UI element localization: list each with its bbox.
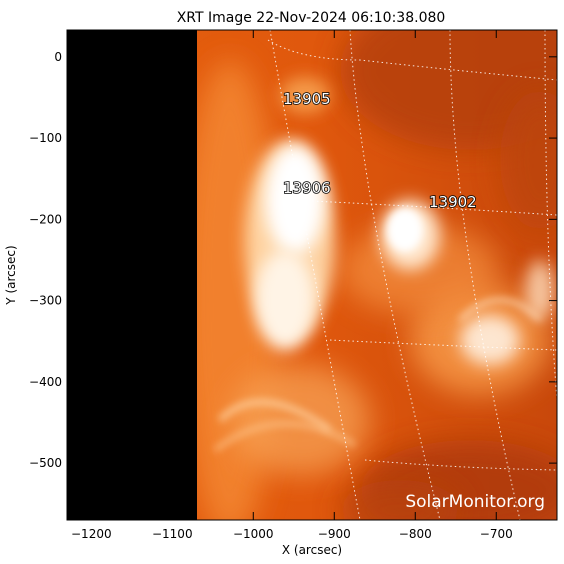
y-tick-label: −300 [29,294,62,308]
solar-image: 13905 13906 13902 SolarMonitor.org [67,30,557,520]
active-region-label: 13905 [283,90,331,108]
x-tick-label: −700 [480,527,513,541]
y-axis: 0 −100 −200 −300 −400 −500 [29,50,557,470]
y-tick-label: −400 [29,375,62,389]
x-tick-label: −1000 [233,527,274,541]
x-tick-label: −900 [318,527,351,541]
x-axis-label: X (arcsec) [282,543,342,557]
off-disk-region [67,30,197,520]
watermark: SolarMonitor.org [405,492,545,512]
x-tick-label: −1100 [152,527,193,541]
y-tick-label: −500 [29,456,62,470]
x-axis: −1200 −1100 −1000 −900 −800 −700 [71,30,513,541]
image-title: XRT Image 22-Nov-2024 06:10:38.080 [177,10,446,26]
y-tick-label: −100 [29,131,62,145]
active-region-label: 13906 [283,179,331,197]
x-tick-label: −1200 [71,527,112,541]
y-tick-label: 0 [54,50,62,64]
plot-frame [66,29,558,521]
coordinate-grid [267,30,557,520]
active-region-label: 13902 [429,193,477,211]
y-axis-label: Y (arcsec) [4,245,18,305]
y-tick-label: −200 [29,212,62,226]
x-tick-label: −800 [399,527,432,541]
